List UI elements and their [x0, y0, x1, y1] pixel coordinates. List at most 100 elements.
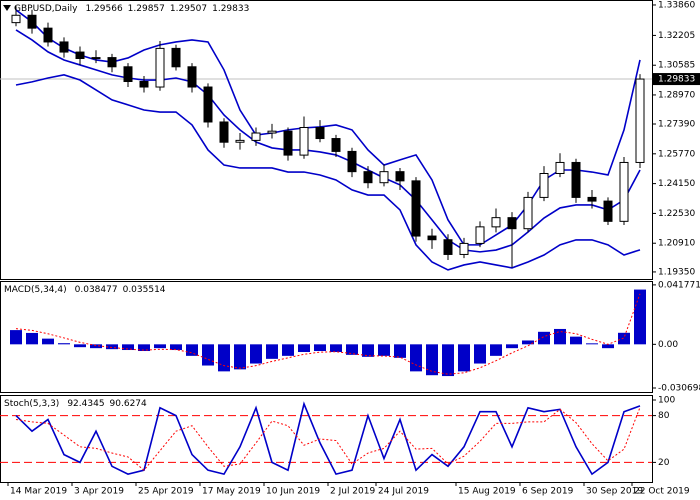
- candle-body: [251, 132, 261, 141]
- y-tick-label: 1.24150: [658, 179, 695, 189]
- y-tick-label: 1.27390: [658, 120, 695, 130]
- y-tick-label: 1.20910: [658, 239, 695, 249]
- x-tick-label: 10 Jun 2019: [266, 487, 320, 497]
- macd-bar: [218, 344, 230, 372]
- panel-header: GBPUSD,Daily 1.29566 1.29857 1.29507 1.29833: [14, 4, 249, 14]
- candle-body: [539, 172, 549, 198]
- macd-bar: [426, 344, 438, 376]
- macd-bar: [266, 344, 278, 359]
- y-tick-label: 1.28970: [658, 90, 695, 100]
- y-tick-label: 1.33860: [658, 0, 695, 10]
- macd-bar: [634, 289, 646, 345]
- y-tick-label: 1.25770: [658, 149, 695, 159]
- y-tick-label: 0.041771: [658, 280, 700, 290]
- y-tick-label: -0.030698: [658, 384, 700, 394]
- macd-bar: [458, 344, 470, 372]
- macd-bar: [570, 336, 582, 345]
- x-tick-label: 3 Apr 2019: [74, 487, 124, 497]
- candle-body: [331, 138, 341, 152]
- candle-body: [59, 41, 69, 53]
- macd-panel: [0, 281, 653, 393]
- candle-body: [171, 47, 181, 68]
- x-tick-label: 6 Sep 2019: [522, 487, 574, 497]
- y-tick-label: 1.30585: [658, 61, 695, 71]
- candle-body: [443, 239, 453, 255]
- macd-bar: [618, 332, 630, 345]
- candle-body: [123, 66, 133, 83]
- signal-line: [15, 293, 641, 375]
- candle-body: [203, 86, 213, 123]
- candle-body: [187, 66, 197, 88]
- macd-bar: [586, 343, 598, 345]
- macd-bar: [10, 330, 22, 345]
- bollinger-band: [15, 29, 641, 253]
- macd-bar: [378, 344, 390, 356]
- macd-bar: [202, 344, 214, 366]
- price-panel: [0, 0, 653, 280]
- candle-body: [555, 161, 565, 174]
- macd-bar: [138, 344, 150, 352]
- macd-bar: [554, 328, 566, 345]
- stoch-line: [15, 401, 641, 476]
- macd-bar: [106, 344, 118, 350]
- candle-body: [235, 139, 245, 143]
- indicator-title: GBPUSD,Daily: [14, 4, 78, 14]
- macd-bar: [362, 344, 374, 357]
- candle-body: [427, 235, 437, 241]
- macd-bar: [58, 343, 70, 345]
- macd-bar: [170, 344, 182, 351]
- header-value: 1.29566: [85, 4, 122, 14]
- stoch-panel: [0, 395, 653, 483]
- indicator-title: Stoch(5,3,3): [4, 399, 59, 409]
- header-value: 0.035514: [123, 285, 166, 295]
- x-tick-label: 24 Jul 2019: [378, 487, 429, 497]
- candle-body: [299, 127, 309, 156]
- y-tick-label: 1.32205: [658, 31, 695, 41]
- macd-bar: [74, 344, 86, 348]
- candle-body: [395, 171, 405, 182]
- candle-body: [283, 130, 293, 156]
- candle-body: [139, 81, 149, 88]
- candle-body: [459, 242, 469, 255]
- header-value: 0.038477: [75, 285, 118, 295]
- y-tick-label: 100: [658, 396, 675, 406]
- header-value: 1.29507: [170, 4, 207, 14]
- candle-body: [267, 130, 277, 134]
- macd-bar: [410, 344, 422, 372]
- macd-bar: [250, 344, 262, 364]
- macd-bar: [298, 344, 310, 353]
- candle-body: [315, 127, 325, 140]
- macd-bar: [506, 344, 518, 349]
- indicator-title: MACD(5,34,4): [4, 285, 67, 295]
- candle-body: [27, 14, 37, 29]
- candle-body: [411, 180, 421, 237]
- candle-body: [491, 217, 501, 228]
- macd-bar: [330, 344, 342, 353]
- x-tick-label: 15 Aug 2019: [458, 487, 516, 497]
- macd-bar: [442, 344, 454, 377]
- candle-body: [11, 14, 21, 24]
- candle-body: [587, 196, 597, 202]
- candle-body: [619, 161, 629, 222]
- panel-header: MACD(5,34,4) 0.038477 0.035514: [4, 285, 166, 295]
- price-box-label: 1.29833: [658, 75, 695, 85]
- header-value: 92.4345: [67, 399, 104, 409]
- header-value: 1.29833: [212, 4, 249, 14]
- bollinger-band: [15, 74, 641, 271]
- header-value: 1.29857: [128, 4, 165, 14]
- header-value: 90.6274: [110, 399, 147, 409]
- macd-bar: [314, 344, 326, 352]
- candle-body: [43, 27, 53, 43]
- x-tick-label: 14 Mar 2019: [10, 487, 67, 497]
- price-box: [652, 73, 700, 86]
- bollinger-band: [15, 9, 641, 246]
- stoch-line: [15, 407, 641, 471]
- macd-bar: [154, 344, 166, 349]
- macd-bar: [122, 344, 134, 351]
- macd-bar: [538, 331, 550, 345]
- macd-bar: [602, 344, 614, 349]
- macd-bar: [234, 344, 246, 370]
- candle-body: [91, 57, 101, 60]
